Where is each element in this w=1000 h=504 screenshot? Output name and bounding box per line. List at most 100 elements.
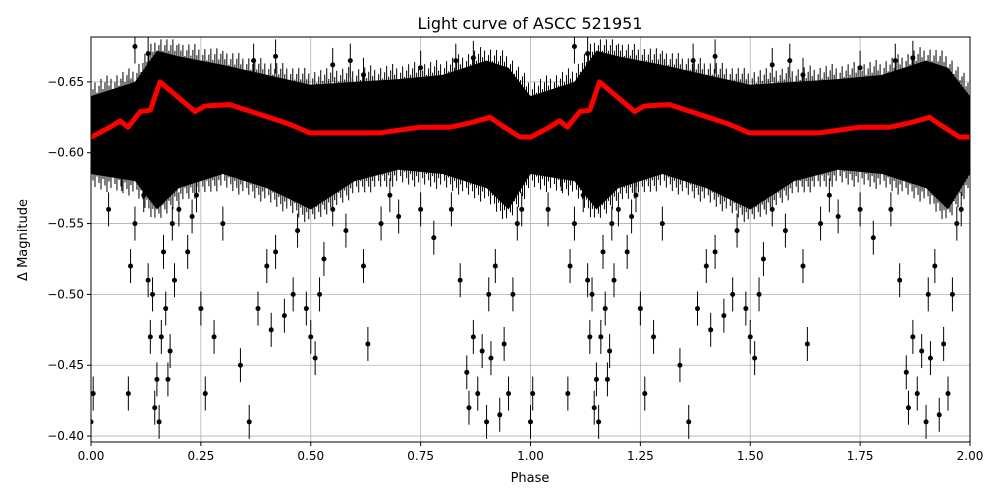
x-tick-label: 1.75 [847,449,874,463]
data-point [132,221,138,227]
data-point [497,412,503,418]
data-point [193,192,199,198]
x-axis-ticks: 0.00 0.25 0.50 0.75 1.00 1.25 1.50 1.75 2.00 [78,442,983,463]
data-point [330,206,336,212]
data-point [826,192,832,198]
data-point [565,391,571,397]
data-point [125,391,131,397]
data-point [642,391,648,397]
data-point [734,228,740,234]
binned-curve [91,79,970,140]
dense-data-band [91,39,970,222]
data-point [251,58,257,64]
data-point [501,341,507,347]
data-point [255,306,261,312]
data-point [857,65,863,71]
data-point [903,369,909,375]
data-point [787,58,793,64]
data-point [756,291,762,297]
x-axis-label: Phase [511,471,550,486]
data-point [365,341,371,347]
data-point [202,391,208,397]
data-point [475,391,481,397]
data-point [343,228,349,234]
x-tick-label: 1.00 [517,449,544,463]
data-point [150,291,156,297]
data-point [128,263,134,269]
data-point [607,348,613,354]
chart-title: Light curve of ASCC 521951 [417,14,642,33]
y-tick-label: −0.55 [47,217,84,231]
data-point [703,263,709,269]
data-point [587,334,593,340]
data-point [330,62,336,68]
data-point [145,277,151,283]
data-point [158,334,164,340]
data-point [633,192,639,198]
data-point [593,376,599,382]
data-point [185,249,191,255]
data-point [769,62,775,68]
data-point [119,171,125,177]
data-point [695,306,701,312]
y-tick-label: −0.40 [47,429,84,443]
data-point [492,263,498,269]
x-tick-label: 0.25 [188,449,215,463]
data-point [870,235,876,241]
data-point [567,263,573,269]
data-point [519,206,525,212]
data-point [585,277,591,283]
data-point [264,263,270,269]
data-point [659,221,665,227]
data-point [163,306,169,312]
data-point [387,192,393,198]
x-tick-label: 1.50 [737,449,764,463]
data-point [378,221,384,227]
data-point [470,334,476,340]
data-point [295,228,301,234]
data-point [690,58,696,64]
data-point [506,391,512,397]
data-point [211,334,217,340]
data-point [927,355,933,361]
data-point [152,405,158,411]
data-point [743,306,749,312]
data-point [923,419,929,425]
data-point [161,249,167,255]
data-point [514,221,520,227]
data-point [464,369,470,375]
data-point [615,206,621,212]
data-point [132,43,138,49]
data-point [169,221,175,227]
data-point [611,277,617,283]
data-point [453,58,459,64]
x-tick-label: 0.00 [78,449,105,463]
data-point [198,306,204,312]
data-point [712,53,718,59]
data-point [528,419,533,425]
data-point [418,65,424,71]
data-point [949,291,955,297]
data-point [154,376,160,382]
data-point [910,334,916,340]
data-point [457,277,463,283]
data-point [156,419,162,425]
data-point [308,334,314,340]
data-point [246,419,252,425]
data-point [165,376,171,382]
data-point [941,341,947,347]
data-point [466,405,472,411]
data-point [189,213,195,219]
data-point [273,53,279,59]
data-point [598,334,604,340]
data-point [418,206,424,212]
data-point [530,391,536,397]
data-point [486,291,492,297]
data-point [892,58,898,64]
data-point [708,327,714,333]
data-point [602,306,608,312]
data-point [176,206,182,212]
data-point [914,391,920,397]
data-point [360,72,366,78]
data-point [571,221,577,227]
